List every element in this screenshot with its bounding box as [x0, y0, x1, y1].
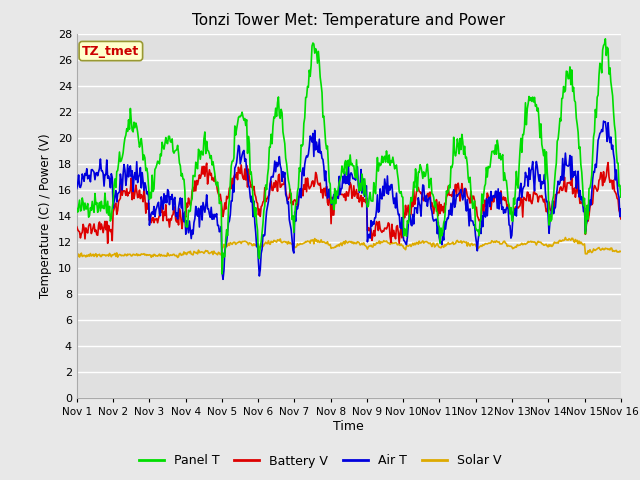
- X-axis label: Time: Time: [333, 420, 364, 433]
- Legend: Panel T, Battery V, Air T, Solar V: Panel T, Battery V, Air T, Solar V: [132, 448, 508, 474]
- Text: TZ_tmet: TZ_tmet: [82, 45, 140, 58]
- Y-axis label: Temperature (C) / Power (V): Temperature (C) / Power (V): [39, 134, 52, 298]
- Title: Tonzi Tower Met: Temperature and Power: Tonzi Tower Met: Temperature and Power: [192, 13, 506, 28]
